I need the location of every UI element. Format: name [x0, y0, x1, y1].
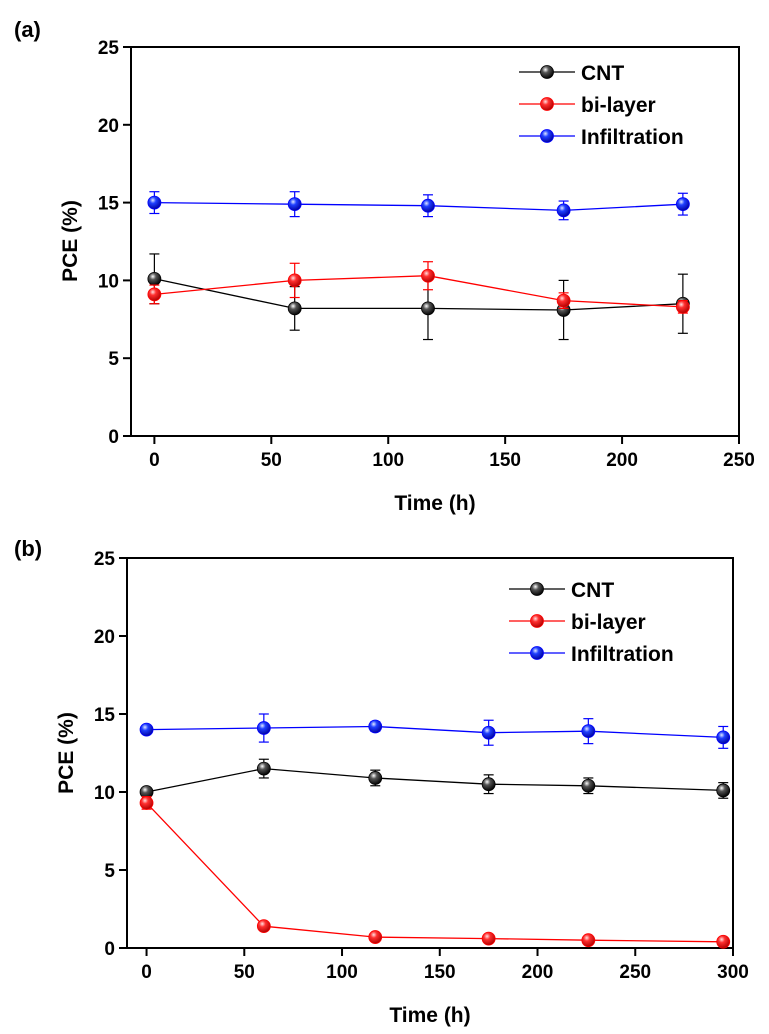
x-tick-label: 50	[234, 962, 255, 983]
data-point-cnt	[256, 761, 271, 776]
y-tick-label: 10	[98, 271, 119, 292]
legend-item-infiltration: Infiltration	[519, 126, 684, 149]
x-tick-label: 200	[522, 962, 554, 983]
data-point-infiltration	[368, 719, 383, 734]
x-tick-label: 150	[489, 450, 521, 471]
y-tick-label: 5	[104, 861, 115, 882]
legend-label-infiltration: Infiltration	[581, 126, 684, 149]
y-axis-title-a: PCE (%)	[59, 200, 82, 282]
legend-item-infiltration: Infiltration	[509, 643, 674, 666]
legend-label-cnt: CNT	[571, 579, 614, 602]
legend-item-cnt: CNT	[519, 62, 624, 85]
data-point-bi-layer	[139, 796, 154, 810]
data-point-infiltration	[581, 724, 596, 739]
data-point-cnt	[481, 777, 496, 792]
series-line-bi-layer	[154, 275, 683, 308]
y-tick-label: 20	[94, 627, 115, 648]
legend-marker-bi-layer	[530, 614, 544, 628]
legend-item-bi-layer: bi-layer	[519, 94, 656, 117]
data-point-bi-layer	[147, 287, 162, 302]
data-point-cnt	[421, 301, 435, 316]
plot-frame-a	[130, 46, 740, 437]
legend-b: CNT bi-layer Infiltration	[509, 579, 674, 666]
series-line-infiltration	[146, 725, 724, 739]
panel-label-a: (a)	[14, 17, 41, 42]
legend-marker-infiltration	[540, 129, 554, 143]
x-tick-label: 100	[326, 962, 358, 983]
x-axis-title-a: Time (h)	[394, 492, 475, 515]
series-line-cnt	[154, 278, 683, 311]
x-tick-label: 0	[141, 962, 152, 983]
data-point-bi-layer	[556, 293, 571, 308]
y-tick-label: 25	[94, 549, 116, 570]
data-point-infiltration	[481, 725, 496, 740]
data-point-infiltration	[147, 195, 162, 210]
legend-label-infiltration: Infiltration	[571, 643, 674, 666]
data-point-bi-layer	[287, 273, 302, 288]
data-point-cnt	[368, 771, 383, 785]
plot-frame-b	[126, 557, 734, 949]
data-point-infiltration	[256, 721, 271, 735]
series-layer-a	[147, 191, 690, 341]
legend-marker-cnt	[540, 65, 554, 79]
x-tick-label: 250	[619, 962, 651, 983]
data-point-bi-layer	[675, 299, 690, 314]
y-tick-label: 25	[98, 38, 120, 59]
data-point-bi-layer	[421, 268, 435, 283]
legend-item-cnt: CNT	[509, 579, 614, 602]
data-point-bi-layer	[716, 934, 731, 949]
y-axis-title-b: PCE (%)	[55, 712, 78, 794]
axis-ticks-a: 0 50 100 150 200 250 0 5 10 15 20 25	[98, 38, 755, 471]
x-tick-label: 50	[261, 450, 282, 471]
legend-label-bi-layer: bi-layer	[581, 94, 656, 117]
y-tick-label: 15	[98, 194, 120, 215]
data-point-bi-layer	[256, 919, 271, 934]
x-tick-label: 250	[723, 450, 755, 471]
y-tick-label: 5	[108, 349, 119, 370]
y-tick-label: 15	[94, 705, 116, 726]
data-point-infiltration	[556, 203, 571, 218]
x-tick-label: 100	[372, 450, 404, 471]
chart-panel-a: (a) 0 50 100 150 200 250 0 5 10 15 20 25 CNT bi-laye…	[14, 17, 755, 515]
series-line-bi-layer	[146, 802, 724, 943]
y-tick-label: 10	[94, 783, 115, 804]
data-point-infiltration	[421, 198, 435, 213]
data-point-infiltration	[139, 722, 154, 737]
x-tick-label: 0	[149, 450, 160, 471]
series-line-infiltration	[154, 201, 683, 212]
series-line-cnt	[146, 767, 724, 793]
x-tick-label: 300	[717, 962, 749, 983]
data-point-bi-layer	[581, 933, 596, 948]
x-axis-title-b: Time (h)	[389, 1004, 470, 1027]
data-point-infiltration	[287, 197, 302, 212]
axis-ticks-b: 0 50 100 150 200 250 300 0 5 10 15 20 25	[94, 549, 749, 983]
legend-marker-bi-layer	[540, 97, 554, 111]
data-point-infiltration	[675, 197, 690, 212]
x-tick-label: 150	[424, 962, 456, 983]
legend-label-cnt: CNT	[581, 62, 624, 85]
data-point-cnt	[147, 271, 162, 286]
legend-item-bi-layer: bi-layer	[509, 611, 646, 634]
y-tick-label: 0	[104, 939, 115, 960]
data-point-cnt	[287, 301, 302, 316]
legend-label-bi-layer: bi-layer	[571, 611, 646, 634]
series-layer-b	[139, 713, 731, 949]
y-tick-label: 20	[98, 116, 119, 137]
chart-panel-b: (b) 0 50 100 150 200 250 300 0 5 10 15 20 25 CNT bi-l…	[14, 536, 749, 1027]
panel-label-b: (b)	[14, 536, 42, 561]
legend-a: CNT bi-layer Infiltration	[519, 62, 684, 149]
data-point-bi-layer	[481, 931, 496, 946]
data-point-infiltration	[716, 730, 731, 745]
legend-marker-infiltration	[530, 646, 544, 660]
data-point-bi-layer	[368, 930, 383, 944]
data-point-cnt	[581, 778, 596, 793]
x-tick-label: 200	[606, 450, 638, 471]
legend-marker-cnt	[530, 582, 544, 596]
y-tick-label: 0	[108, 427, 119, 448]
data-point-cnt	[716, 783, 731, 798]
